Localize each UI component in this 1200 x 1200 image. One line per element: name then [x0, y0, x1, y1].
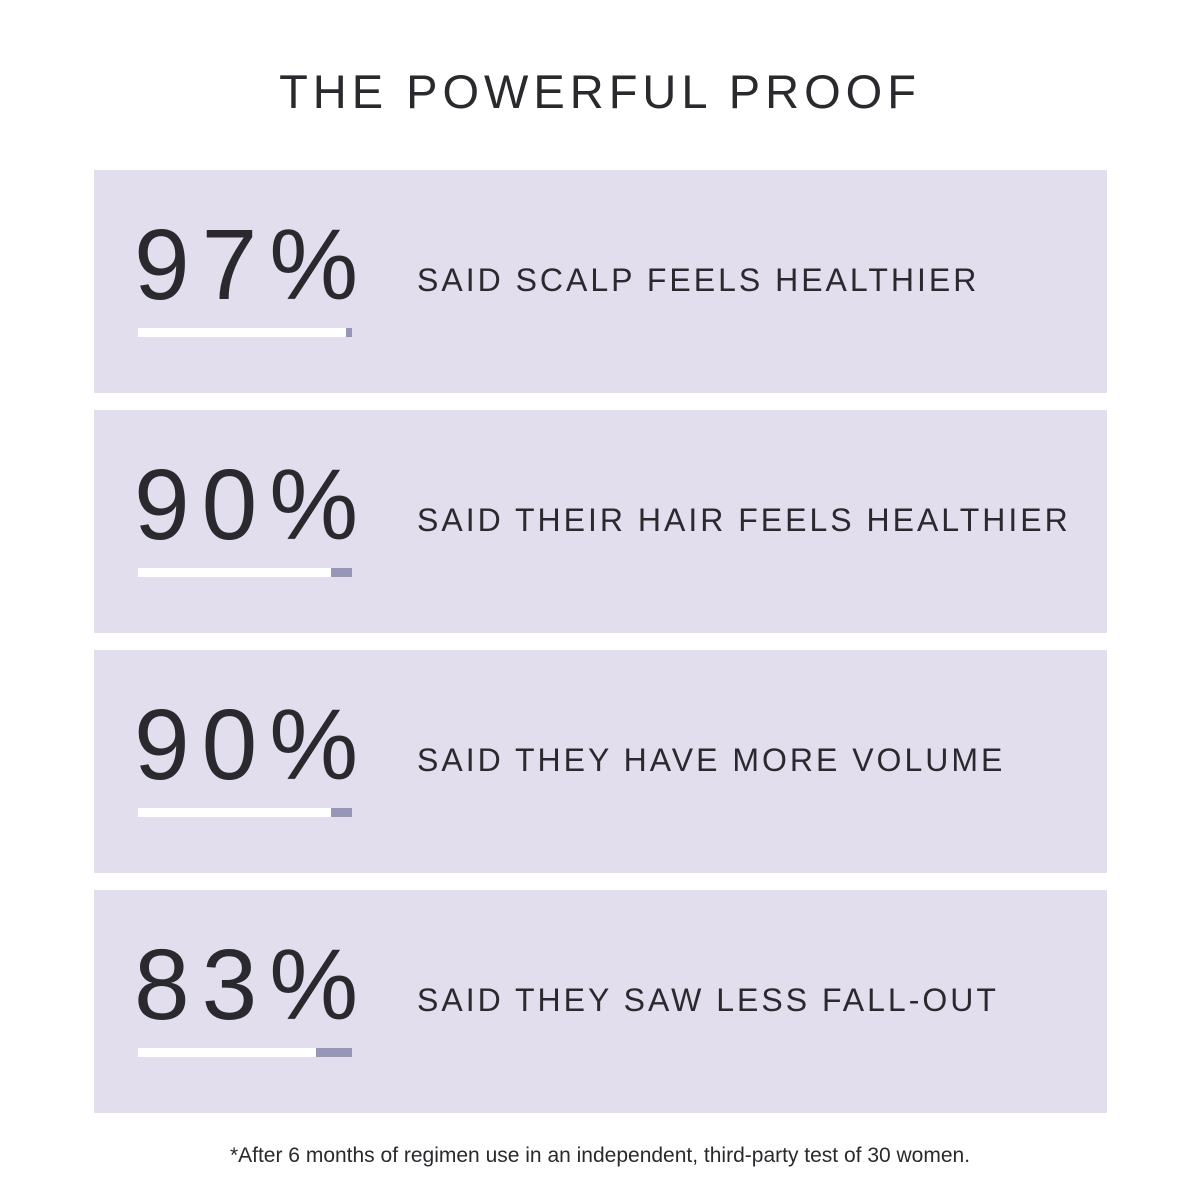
page-title: THE POWERFUL PROOF [279, 65, 921, 118]
stat-label: SAID THEY HAVE MORE VOLUME [417, 742, 1006, 778]
stat-progress-remainder [330, 808, 352, 817]
stat-card: 90% SAID THEIR HAIR FEELS HEALTHIER [94, 410, 1107, 633]
stat-progress-remainder [345, 328, 352, 337]
stat-card: 83% SAID THEY SAW LESS FALL-OUT [94, 890, 1107, 1113]
stat-label: SAID THEY SAW LESS FALL-OUT [417, 982, 999, 1018]
stat-progress-bar [138, 328, 352, 337]
stat-percentage: 83% [134, 929, 371, 1041]
stat-label: SAID THEIR HAIR FEELS HEALTHIER [417, 502, 1071, 538]
stat-percentage: 90% [134, 689, 371, 801]
stat-progress-bar [138, 808, 352, 817]
stat-label: SAID SCALP FEELS HEALTHIER [417, 262, 980, 298]
footnote: *After 6 months of regimen use in an ind… [229, 1144, 971, 1167]
stat-percentage: 90% [134, 449, 371, 561]
stat-card: 97% SAID SCALP FEELS HEALTHIER [94, 170, 1107, 393]
stat-card: 90% SAID THEY HAVE MORE VOLUME [94, 650, 1107, 873]
stats-list: 97% SAID SCALP FEELS HEALTHIER 90% SAID … [94, 170, 1107, 1113]
stat-progress-bar [138, 1048, 352, 1057]
stat-progress-remainder [330, 568, 352, 577]
stat-percentage: 97% [134, 209, 371, 321]
stat-progress-bar [138, 568, 352, 577]
stat-progress-remainder [315, 1048, 352, 1057]
